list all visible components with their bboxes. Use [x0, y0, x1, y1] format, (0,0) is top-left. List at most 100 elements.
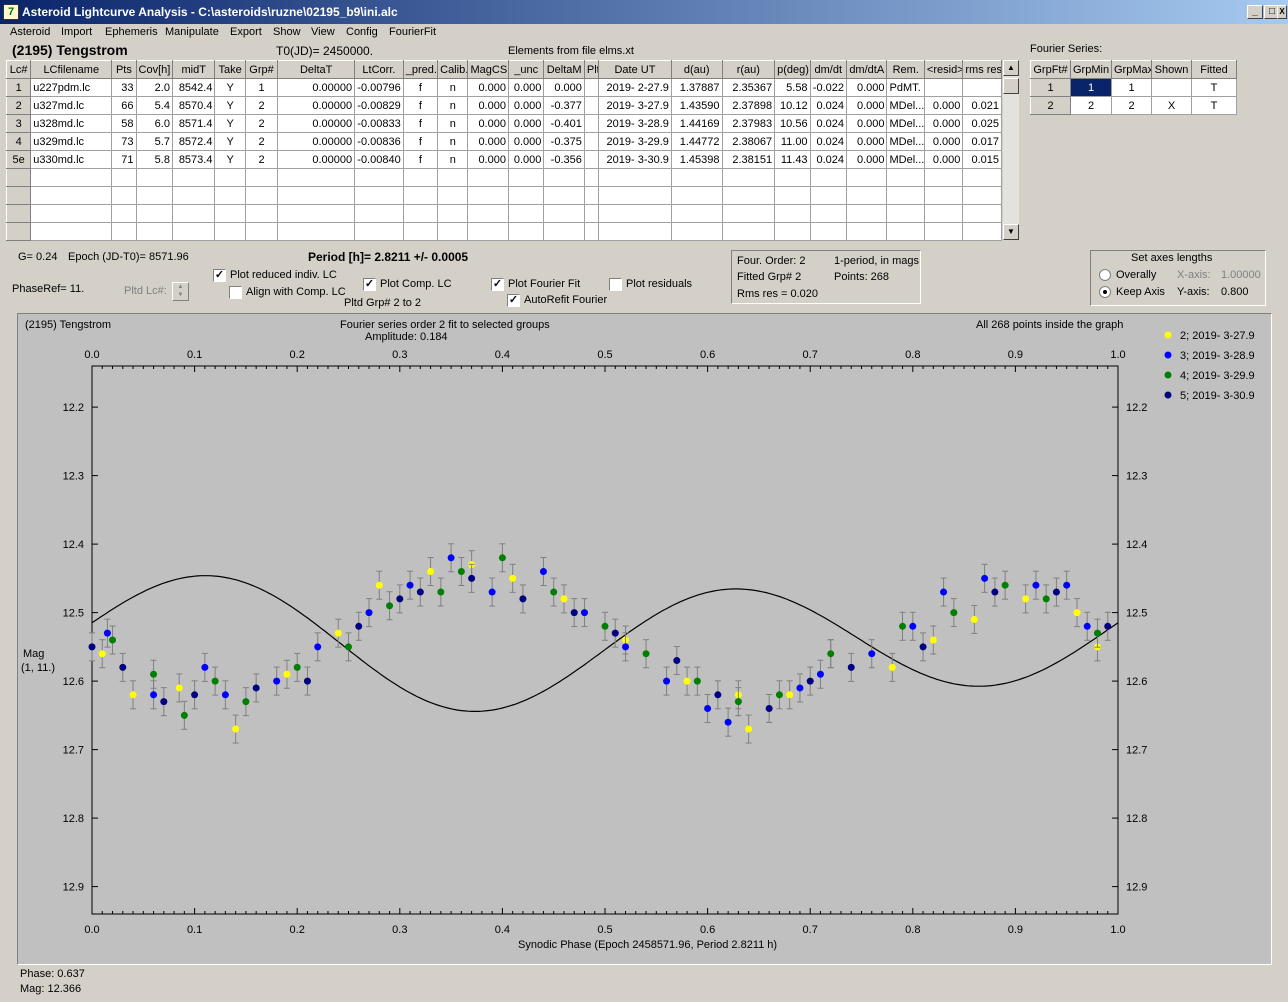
table-cell[interactable] — [598, 168, 672, 187]
table-cell[interactable] — [467, 186, 509, 205]
table-cell[interactable] — [30, 222, 113, 241]
table-cell[interactable]: 0.015 — [962, 150, 1002, 169]
table-row[interactable]: 4 u329md.lc 73 5.7 8572.4 Y 2 0.00000 -0.00836 f n… — [5, 132, 1002, 151]
table-cell[interactable] — [670, 204, 723, 223]
table-cell[interactable]: 1.37887 — [670, 78, 723, 97]
plot-fourier-checkbox[interactable]: ✓ — [491, 278, 504, 291]
table-cell[interactable] — [354, 222, 404, 241]
table-cell[interactable]: 2.37983 — [721, 114, 776, 133]
table-cell[interactable]: n — [437, 78, 469, 97]
table-cell[interactable]: 2 — [1070, 96, 1112, 115]
table-cell[interactable] — [886, 204, 925, 223]
table-cell[interactable]: 8542.4 — [171, 78, 216, 97]
table-cell[interactable]: n — [437, 96, 469, 115]
scroll-down-arrow-icon[interactable]: ▼ — [1003, 224, 1019, 240]
table-cell[interactable]: 0.000 — [507, 132, 545, 151]
y-axis-value[interactable]: 0.800 — [1221, 286, 1249, 298]
lc-col-header[interactable]: Pts — [111, 60, 137, 79]
table-cell[interactable]: 0.000 — [923, 114, 964, 133]
menu-fourierfit[interactable]: FourierFit — [389, 26, 437, 38]
table-cell[interactable]: MDel... — [886, 132, 925, 151]
table-cell[interactable] — [962, 78, 1002, 97]
table-cell[interactable] — [214, 222, 246, 241]
table-cell[interactable] — [5, 186, 32, 205]
table-cell[interactable]: 0.000 — [845, 114, 888, 133]
lightcurve-table[interactable]: Lc# LCfilename Pts Cov[h] midT Take Grp# DeltaT… — [5, 60, 1002, 241]
table-cell[interactable] — [923, 186, 964, 205]
table-cell[interactable] — [598, 222, 672, 241]
table-row[interactable] — [5, 186, 1002, 205]
fourier-series-table[interactable]: GrpFt# GrpMin GrpMax Shown Fitted 1 1 1 T 2 2 2 X T — [1030, 60, 1237, 115]
lc-col-header[interactable]: Rem. — [886, 60, 925, 79]
table-cell[interactable]: 0.000 — [467, 78, 509, 97]
lc-col-header[interactable]: midT — [171, 60, 216, 79]
table-cell[interactable] — [923, 78, 964, 97]
table-cell[interactable]: 0.000 — [507, 78, 545, 97]
table-cell[interactable] — [886, 168, 925, 187]
table-cell[interactable] — [583, 168, 600, 187]
table-cell[interactable]: 1 — [5, 78, 32, 97]
lc-col-header[interactable]: DeltaT — [277, 60, 356, 79]
table-row[interactable] — [5, 204, 1002, 223]
table-cell[interactable] — [5, 222, 32, 241]
fourier-col-header[interactable]: GrpMax — [1111, 60, 1152, 79]
table-cell[interactable] — [507, 204, 545, 223]
table-cell[interactable]: n — [437, 150, 469, 169]
menu-asteroid[interactable]: Asteroid — [10, 26, 51, 38]
table-cell[interactable]: f — [402, 96, 439, 115]
table-cell[interactable]: 1 — [244, 78, 279, 97]
table-cell[interactable]: 0.017 — [962, 132, 1002, 151]
table-cell[interactable]: 5.7 — [135, 132, 173, 151]
scroll-up-arrow-icon[interactable]: ▲ — [1003, 60, 1019, 76]
close-button[interactable]: X — [1277, 5, 1287, 19]
table-cell[interactable]: 2019- 3-30.9 — [598, 150, 672, 169]
lc-col-header[interactable]: Cov[h] — [135, 60, 173, 79]
table-cell[interactable]: Y — [214, 114, 246, 133]
lc-col-header[interactable]: r(au) — [721, 60, 776, 79]
table-cell[interactable] — [583, 150, 600, 169]
table-cell[interactable] — [721, 204, 776, 223]
table-cell[interactable]: 66 — [111, 96, 137, 115]
table-cell[interactable]: -0.377 — [543, 96, 585, 115]
table-cell[interactable]: n — [437, 114, 469, 133]
keep-axis-radio[interactable] — [1099, 286, 1111, 298]
table-cell[interactable] — [809, 186, 848, 205]
table-cell[interactable]: 0.024 — [809, 96, 848, 115]
table-cell[interactable]: 2 — [1111, 96, 1152, 115]
table-cell[interactable] — [244, 168, 279, 187]
table-cell[interactable] — [670, 222, 723, 241]
table-cell[interactable] — [583, 186, 600, 205]
table-cell[interactable] — [809, 168, 848, 187]
table-cell[interactable]: u327md.lc — [30, 96, 113, 115]
table-cell[interactable] — [111, 168, 137, 187]
table-cell[interactable]: 1 — [1111, 78, 1152, 97]
table-cell[interactable]: -0.00829 — [354, 96, 404, 115]
plot-reduced-checkbox[interactable]: ✓ — [213, 269, 226, 282]
plot-residuals-checkbox[interactable] — [609, 278, 622, 291]
table-cell[interactable]: 0.00000 — [277, 150, 356, 169]
table-cell[interactable] — [277, 222, 356, 241]
lc-col-header[interactable]: LtCorr. — [354, 60, 404, 79]
table-cell[interactable]: 1 — [1030, 78, 1071, 97]
table-cell[interactable] — [467, 168, 509, 187]
table-cell[interactable] — [962, 186, 1002, 205]
table-cell[interactable]: 0.000 — [467, 150, 509, 169]
table-cell[interactable] — [437, 222, 469, 241]
table-cell[interactable] — [30, 204, 113, 223]
table-cell[interactable]: 2.37898 — [721, 96, 776, 115]
table-cell[interactable]: 4 — [5, 132, 32, 151]
table-cell[interactable]: 0.00000 — [277, 78, 356, 97]
table-cell[interactable]: 8570.4 — [171, 96, 216, 115]
table-cell[interactable]: 0.025 — [962, 114, 1002, 133]
table-cell[interactable]: -0.356 — [543, 150, 585, 169]
table-cell[interactable] — [583, 114, 600, 133]
table-cell[interactable] — [111, 186, 137, 205]
table-cell[interactable]: 2019- 3-28.9 — [598, 114, 672, 133]
menu-manipulate[interactable]: Manipulate — [165, 26, 219, 38]
table-cell[interactable]: 0.000 — [845, 132, 888, 151]
table-cell[interactable] — [402, 204, 439, 223]
table-cell[interactable]: f — [402, 78, 439, 97]
table-row[interactable]: 3 u328md.lc 58 6.0 8571.4 Y 2 0.00000 -0.00833 f n… — [5, 114, 1002, 133]
table-cell[interactable]: 0.000 — [543, 78, 585, 97]
lc-col-header[interactable]: p(deg) — [774, 60, 811, 79]
